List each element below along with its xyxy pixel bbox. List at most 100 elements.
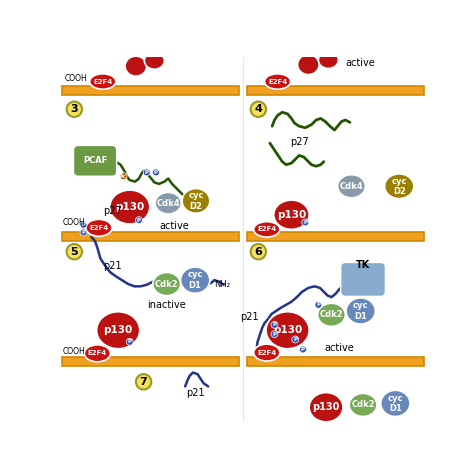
Text: 6: 6 [255, 246, 262, 257]
Text: Cdk4: Cdk4 [156, 199, 180, 208]
Text: p130: p130 [273, 325, 302, 335]
Text: cyc
D2: cyc D2 [392, 176, 407, 196]
Ellipse shape [86, 219, 112, 237]
Text: active: active [160, 221, 189, 231]
Circle shape [271, 321, 278, 328]
Ellipse shape [153, 273, 181, 296]
FancyBboxPatch shape [62, 357, 239, 365]
Text: p27: p27 [103, 206, 121, 216]
Ellipse shape [145, 52, 164, 69]
Text: P: P [273, 322, 276, 328]
Text: P: P [82, 222, 85, 227]
Ellipse shape [155, 192, 182, 214]
Text: E2F4: E2F4 [268, 79, 287, 84]
Circle shape [315, 301, 322, 308]
Text: Cdk2: Cdk2 [155, 280, 179, 289]
Circle shape [120, 173, 127, 180]
Ellipse shape [381, 390, 410, 417]
Text: p21: p21 [186, 388, 204, 398]
Ellipse shape [318, 303, 346, 327]
Ellipse shape [346, 298, 375, 324]
FancyBboxPatch shape [62, 86, 239, 95]
Ellipse shape [384, 174, 414, 199]
Text: P: P [82, 230, 85, 235]
Text: PCAF: PCAF [83, 156, 107, 165]
FancyBboxPatch shape [62, 232, 239, 241]
Ellipse shape [349, 393, 377, 417]
Text: p21: p21 [103, 261, 122, 271]
FancyBboxPatch shape [73, 146, 117, 176]
Circle shape [66, 101, 82, 117]
Text: Cdk2: Cdk2 [351, 401, 375, 410]
Circle shape [153, 169, 159, 176]
Ellipse shape [266, 312, 309, 349]
Text: P: P [154, 170, 158, 175]
Text: P: P [137, 218, 141, 223]
Text: P: P [293, 337, 297, 342]
FancyBboxPatch shape [247, 232, 424, 241]
Circle shape [300, 346, 307, 353]
Circle shape [302, 219, 309, 226]
Text: E2F4: E2F4 [257, 349, 276, 356]
Text: 3: 3 [71, 104, 78, 114]
Text: p130: p130 [277, 210, 306, 220]
Text: COOH: COOH [63, 346, 85, 356]
Text: active: active [324, 343, 354, 353]
Circle shape [126, 338, 133, 345]
Ellipse shape [90, 74, 116, 89]
Text: Cdk4: Cdk4 [340, 182, 363, 191]
Text: 5: 5 [71, 246, 78, 257]
Ellipse shape [125, 56, 146, 76]
Circle shape [80, 221, 87, 228]
Text: cyc
D1: cyc D1 [187, 271, 203, 290]
Circle shape [251, 244, 266, 259]
Text: active: active [346, 58, 375, 68]
Circle shape [136, 374, 151, 390]
Text: E2F4: E2F4 [88, 350, 107, 356]
Circle shape [292, 336, 299, 343]
Text: inactive: inactive [147, 300, 186, 310]
Text: p27: p27 [290, 137, 309, 146]
Ellipse shape [273, 200, 309, 229]
Text: P: P [273, 332, 276, 337]
Text: TK: TK [356, 260, 370, 270]
Text: cyc
D1: cyc D1 [353, 301, 368, 321]
Text: P: P [128, 339, 132, 344]
Ellipse shape [319, 52, 338, 68]
Text: p130: p130 [103, 325, 133, 335]
Text: E2F4: E2F4 [93, 79, 112, 84]
Text: p130: p130 [312, 402, 340, 412]
Ellipse shape [254, 222, 280, 237]
Ellipse shape [109, 190, 150, 224]
Ellipse shape [182, 189, 210, 213]
Text: cyc
D2: cyc D2 [188, 191, 204, 210]
Ellipse shape [181, 267, 210, 293]
Text: E2F4: E2F4 [89, 225, 109, 231]
Text: p21: p21 [240, 312, 259, 322]
Ellipse shape [337, 175, 365, 198]
FancyBboxPatch shape [341, 263, 385, 296]
FancyBboxPatch shape [247, 86, 424, 95]
Text: E2F4: E2F4 [257, 227, 276, 232]
Text: cyc
D1: cyc D1 [388, 394, 403, 413]
Text: COOH: COOH [63, 218, 85, 227]
Circle shape [136, 217, 143, 224]
Text: Cdk2: Cdk2 [319, 310, 343, 319]
Ellipse shape [97, 312, 140, 349]
Text: NH₂: NH₂ [214, 280, 230, 289]
Text: 4: 4 [255, 104, 262, 114]
Text: p130: p130 [115, 202, 145, 212]
Text: P: P [303, 220, 307, 225]
Ellipse shape [298, 55, 319, 74]
Circle shape [251, 101, 266, 117]
Circle shape [143, 169, 150, 176]
Circle shape [80, 229, 87, 236]
Text: 7: 7 [140, 377, 147, 387]
Circle shape [271, 331, 278, 337]
Text: COOH: COOH [64, 74, 87, 83]
Ellipse shape [264, 74, 291, 89]
Text: P: P [316, 302, 320, 307]
Ellipse shape [254, 344, 280, 361]
Text: Ac: Ac [120, 174, 127, 179]
Ellipse shape [309, 392, 343, 422]
